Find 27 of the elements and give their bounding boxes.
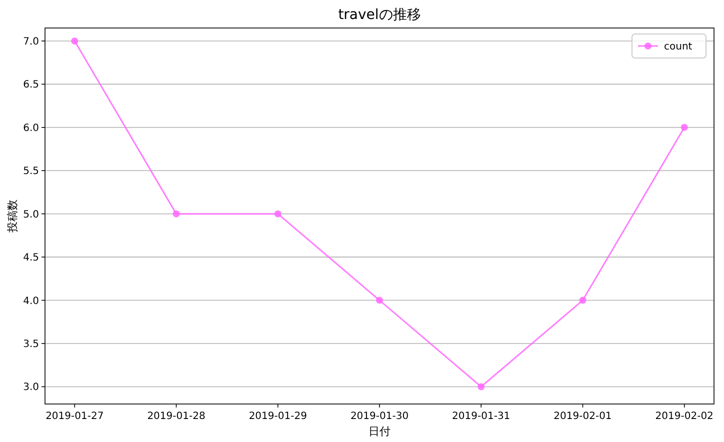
chart-title: travelの推移 [338, 7, 421, 23]
point [274, 210, 282, 218]
point [172, 210, 180, 218]
x-tick-label: 2019-01-30 [350, 411, 409, 422]
point [478, 383, 485, 390]
y-tick-label: 3.0 [23, 382, 39, 394]
x-tick-label: 2019-01-27 [46, 411, 104, 422]
x-tick-label: 2019-01-28 [147, 411, 206, 422]
x-axis-title: 日付 [368, 425, 390, 438]
point [71, 37, 78, 44]
y-tick-label: 4.5 [23, 252, 39, 264]
y-tick-label: 4.0 [23, 296, 39, 307]
y-tick-label: 6.5 [23, 80, 39, 91]
point [579, 296, 586, 304]
y-axis-title: 投稿数 [6, 200, 19, 234]
y-tick-label: 5.0 [23, 209, 39, 220]
y-tick-label: 6.0 [23, 122, 39, 134]
x-tick-label: 2019-02-01 [554, 411, 612, 422]
y-tick-label: 5.5 [23, 166, 39, 178]
x-tick-label: 2019-01-29 [248, 411, 307, 422]
legend-label: count [664, 42, 692, 52]
y-tick-label: 7.0 [23, 36, 39, 48]
x-tick-label: 2019-02-02 [655, 411, 714, 422]
point [680, 124, 688, 131]
x-tick-label: 2019-01-31 [452, 411, 510, 422]
point [376, 296, 383, 304]
y-tick-label: 3.5 [23, 338, 39, 350]
